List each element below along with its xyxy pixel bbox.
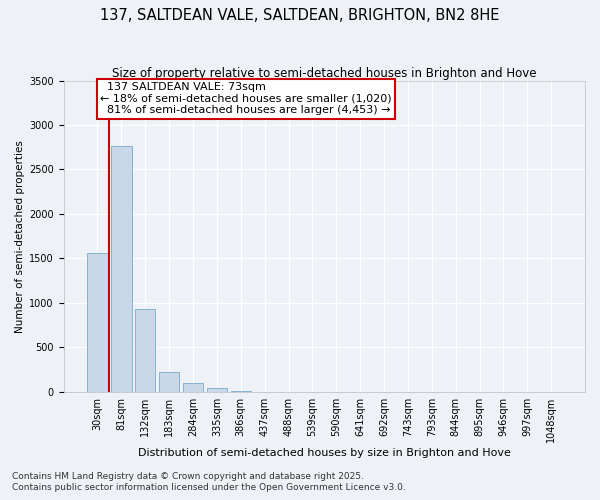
Text: 137 SALTDEAN VALE: 73sqm
← 18% of semi-detached houses are smaller (1,020)
  81%: 137 SALTDEAN VALE: 73sqm ← 18% of semi-d… — [100, 82, 391, 116]
X-axis label: Distribution of semi-detached houses by size in Brighton and Hove: Distribution of semi-detached houses by … — [138, 448, 511, 458]
Bar — [183, 384, 203, 392]
Bar — [111, 146, 131, 392]
Y-axis label: Number of semi-detached properties: Number of semi-detached properties — [15, 140, 25, 332]
Bar — [135, 309, 155, 392]
Text: Contains HM Land Registry data © Crown copyright and database right 2025.
Contai: Contains HM Land Registry data © Crown c… — [12, 472, 406, 492]
Bar — [159, 372, 179, 392]
Title: Size of property relative to semi-detached houses in Brighton and Hove: Size of property relative to semi-detach… — [112, 68, 536, 80]
Bar — [207, 388, 227, 392]
Text: 137, SALTDEAN VALE, SALTDEAN, BRIGHTON, BN2 8HE: 137, SALTDEAN VALE, SALTDEAN, BRIGHTON, … — [100, 8, 500, 22]
Bar — [88, 253, 107, 392]
